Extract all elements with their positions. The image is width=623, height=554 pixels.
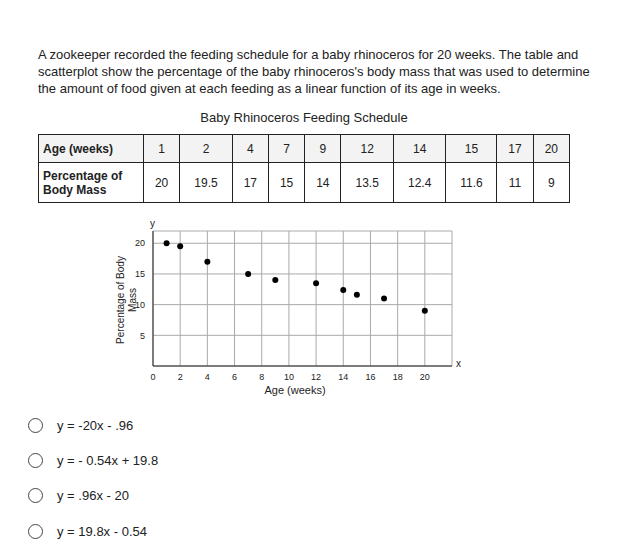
html-text:Baby Rhinoceros Feeding Schedu: Baby Rhinoceros Feeding Schedule xyxy=(200,110,408,125)
html-text:13.5: 13.5 xyxy=(355,175,379,190)
html-text:17: 17 xyxy=(508,141,522,156)
svg-text:8: 8 xyxy=(259,372,264,382)
html-text:Age (weeks): Age (weeks) xyxy=(264,384,326,396)
svg-text:10: 10 xyxy=(135,299,145,310)
html-text:20: 20 xyxy=(154,175,169,190)
html-text:2: 2 xyxy=(202,141,210,156)
html-text:9: 9 xyxy=(319,141,327,156)
html-text:11: 11 xyxy=(508,175,522,190)
svg-text:0: 0 xyxy=(150,372,155,382)
html-text:14: 14 xyxy=(316,175,330,190)
html-text:Age (weeks): Age (weeks) xyxy=(43,141,113,156)
html-text:Percentage of Body Mass: Percentage of Body Mass xyxy=(43,168,123,197)
html-text:11.6: 11.6 xyxy=(460,175,483,190)
svg-text:4: 4 xyxy=(205,372,210,382)
html-text:12: 12 xyxy=(360,141,374,156)
svg-text:5: 5 xyxy=(140,331,145,341)
html-text:9: 9 xyxy=(548,175,555,190)
svg-text:6: 6 xyxy=(232,372,237,382)
html-text:1: 1 xyxy=(158,141,165,156)
svg-text:14: 14 xyxy=(338,372,348,382)
html-text:y = - 0.54x + 19.8: y = - 0.54x + 19.8 xyxy=(57,453,159,468)
html-text:20: 20 xyxy=(544,141,558,156)
html-text:19.5: 19.5 xyxy=(194,175,218,190)
html-text:y: y xyxy=(150,218,155,229)
html-text:x: x xyxy=(456,358,461,369)
html-text:A zookeeper recorded the feedi: A zookeeper recorded the feeding schedul… xyxy=(38,47,590,96)
html-text:15: 15 xyxy=(279,175,294,190)
html-text:17: 17 xyxy=(243,175,257,190)
html-text:y = 19.8x - 0.54: y = 19.8x - 0.54 xyxy=(57,524,147,539)
html-text:y = .96x - 20: y = .96x - 20 xyxy=(57,488,129,503)
html-text:7: 7 xyxy=(283,141,290,156)
svg-text:12: 12 xyxy=(311,372,321,382)
svg-text:20: 20 xyxy=(135,238,145,248)
svg-text:2: 2 xyxy=(178,372,183,382)
svg-text:16: 16 xyxy=(365,372,375,382)
svg-text:18: 18 xyxy=(393,372,403,382)
html-text:Percentage of Body Mass: Percentage of Body Mass xyxy=(115,256,138,344)
svg-text:20: 20 xyxy=(420,372,430,382)
html-text:14: 14 xyxy=(413,141,427,156)
svg-text:15: 15 xyxy=(135,269,145,279)
html-text:12.4: 12.4 xyxy=(408,175,432,190)
svg-text:10: 10 xyxy=(284,372,294,382)
html-text:y = -20x - .96: y = -20x - .96 xyxy=(57,418,134,433)
html-text:4: 4 xyxy=(247,141,254,156)
html-text:15: 15 xyxy=(464,141,479,156)
